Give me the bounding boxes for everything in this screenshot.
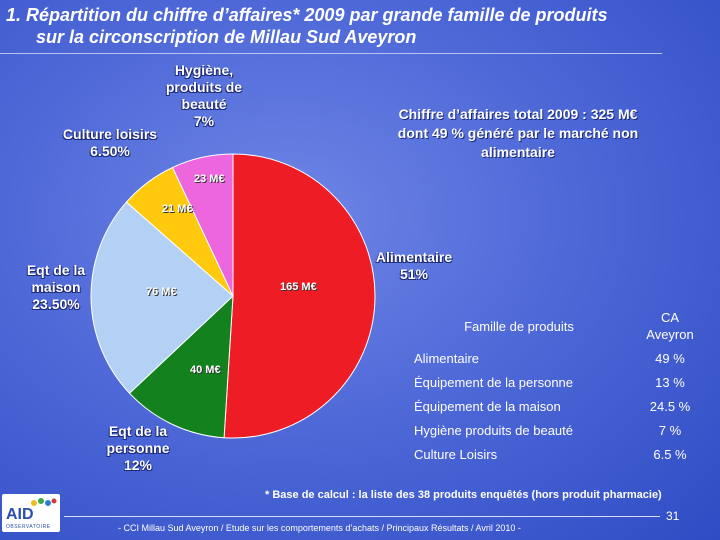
title-divider (0, 53, 662, 54)
revenue-table: Famille de produits CA Aveyron Alimentai… (402, 306, 710, 466)
table-cell-value: 6.5 % (653, 446, 687, 462)
label-alimentaire-name: Alimentaire (375, 249, 453, 265)
value-personne: 40 M€ (190, 364, 221, 376)
table-cell-family: Équipement de la maison (414, 398, 561, 414)
pie-slice-4 (171, 153, 234, 297)
logo-subtext: OBSERVATOIRE (6, 524, 51, 530)
label-maison-line1: Eqt de la (26, 262, 86, 278)
table-cell-family: Hygiène produits de beauté (414, 422, 574, 438)
label-personne-line1: Eqt de la (108, 423, 168, 439)
header-ca-line1: CA (660, 310, 680, 325)
table-row: Équipement de la personne 13 % (402, 370, 710, 394)
label-hygiene-line2: produits de (165, 79, 243, 95)
slide-title: 1. Répartition du chiffre d’affaires* 20… (6, 4, 706, 48)
label-loisirs: Culture loisirs 6.50% (52, 126, 168, 160)
header-family: Famille de produits (464, 318, 574, 334)
label-personne: Eqt de la personne 12% (96, 423, 180, 474)
table-row: Culture Loisirs 6.5 % (402, 442, 710, 466)
value-loisirs: 21 M€ (162, 203, 193, 215)
label-hygiene-percent: 7% (193, 113, 215, 129)
label-maison-line2: maison (31, 279, 81, 295)
table-row: Hygiène produits de beauté 7 % (402, 418, 710, 442)
footnote: * Base de calcul : la liste des 38 produ… (265, 489, 662, 501)
total-line-3: alimentaire (481, 144, 555, 160)
label-hygiene: Hygiène, produits de beauté 7% (143, 62, 265, 130)
label-personne-percent: 12% (123, 457, 153, 473)
pie-slice-1 (128, 294, 234, 439)
label-hygiene-line3: beauté (181, 96, 227, 112)
table-cell-family: Équipement de la personne (414, 374, 574, 390)
table-row: Équipement de la maison 24.5 % (402, 394, 710, 418)
title-line-1: 1. Répartition du chiffre d’affaires* 20… (6, 5, 608, 25)
pie-slice-0 (223, 153, 376, 439)
value-maison: 76 M€ (146, 286, 177, 298)
label-alimentaire: Alimentaire 51% (362, 249, 466, 283)
label-loisirs-percent: 6.50% (90, 143, 130, 159)
total-line-2: dont 49 % généré par le marché non (397, 125, 639, 141)
aid-logo: AID OBSERVATOIRE (2, 494, 60, 532)
label-alimentaire-percent: 51% (399, 266, 429, 282)
table-cell-value: 7 % (658, 422, 682, 438)
total-revenue-note: Chiffre d’affaires total 2009 : 325 M€ d… (368, 105, 668, 162)
header-ca: CA Aveyron (630, 306, 710, 346)
footer-divider (64, 516, 660, 517)
value-hygiene: 23 M€ (194, 173, 225, 185)
footer-caption: - CCI Millau Sud Aveyron / Etude sur les… (118, 523, 521, 533)
value-alimentaire: 165 M€ (280, 281, 317, 293)
table-row: Alimentaire 49 % (402, 346, 710, 370)
table-cell-family: Culture Loisirs (414, 446, 498, 462)
title-line-2: sur la circonscription de Millau Sud Ave… (36, 27, 417, 47)
label-personne-line2: personne (106, 440, 170, 456)
table-cell-value: 13 % (655, 374, 685, 390)
label-loisirs-name: Culture loisirs (62, 126, 158, 142)
page-number: 31 (666, 509, 680, 523)
pie-slice-2 (90, 201, 234, 394)
table-cell-family: Alimentaire (414, 350, 480, 366)
total-line-1: Chiffre d’affaires total 2009 : 325 M€ (398, 106, 638, 122)
label-maison-percent: 23.50% (32, 296, 80, 312)
header-ca-line2: Aveyron (646, 327, 694, 342)
table-header-row: Famille de produits CA Aveyron (402, 306, 710, 346)
label-hygiene-line1: Hygiène, (174, 62, 234, 78)
label-maison: Eqt de la maison 23.50% (12, 262, 100, 313)
logo-text: AID (6, 506, 34, 523)
table-cell-value: 49 % (655, 350, 685, 366)
table-cell-value: 24.5 % (649, 398, 691, 414)
logo-dots-icon (31, 498, 57, 506)
